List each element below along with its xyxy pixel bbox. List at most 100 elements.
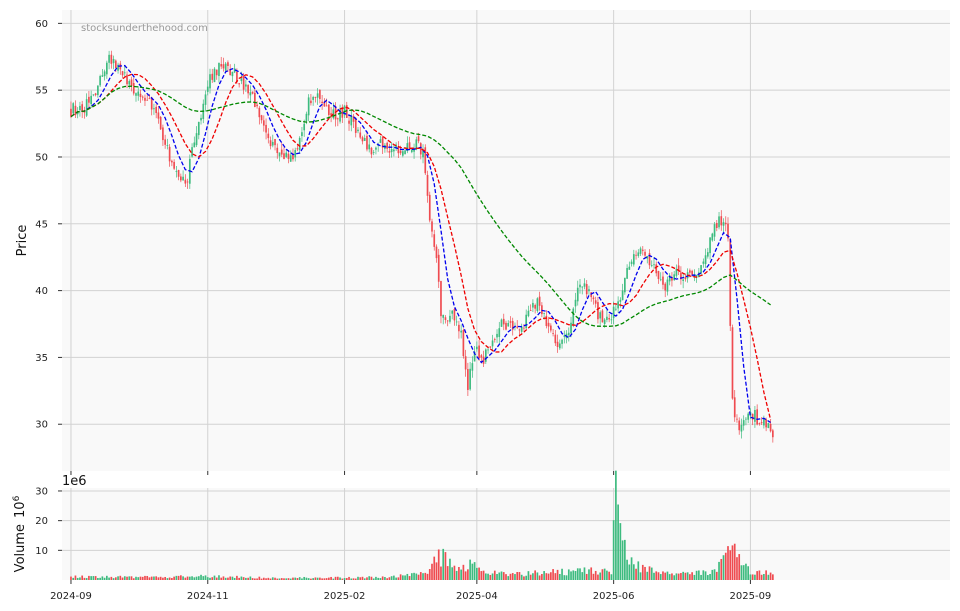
volume-bar [227, 577, 229, 580]
candle-body [99, 76, 101, 86]
volume-bar [191, 576, 193, 580]
candle-body [727, 223, 729, 239]
volume-bar [287, 578, 290, 580]
volume-bar [453, 565, 456, 580]
moving-average-line [70, 64, 771, 423]
candle-body [175, 171, 178, 172]
volume-bar [619, 523, 622, 580]
candle-body [751, 413, 754, 420]
candle-body [691, 270, 693, 275]
price-panel-background [62, 10, 950, 471]
volume-bar [632, 564, 635, 580]
candle-body [274, 139, 276, 146]
candle-body [709, 237, 711, 254]
candle-body [532, 302, 534, 308]
x-tick-label: 2024-11 [187, 591, 229, 602]
volume-bar [673, 575, 676, 580]
candle-body [541, 305, 543, 315]
volume-bar [664, 572, 667, 580]
candle-body [184, 179, 187, 184]
candle-body [502, 318, 505, 325]
candle-body [648, 253, 651, 266]
candle-body [550, 325, 552, 331]
volume-bar [155, 576, 158, 580]
candle-body [236, 71, 238, 83]
candle-body [671, 276, 673, 281]
candle-body [664, 283, 667, 291]
candle-body [561, 339, 563, 344]
price-axis-label: Price [15, 225, 30, 257]
price-y-tick-label: 50 [35, 152, 48, 163]
volume-bar [240, 576, 243, 580]
volume-bar [581, 572, 584, 580]
volume-panel-background [62, 488, 950, 580]
volume-bar [74, 575, 77, 580]
candle-body [79, 105, 81, 111]
volume-bar [424, 572, 427, 580]
volume-y-ticks: 10 20 30 [35, 486, 62, 557]
candle-body [639, 248, 642, 254]
volume-bar [88, 575, 90, 580]
volume-bar [106, 575, 108, 580]
volume-bar [597, 574, 599, 580]
candle-body [437, 254, 440, 282]
candle-body [224, 63, 227, 71]
volume-bar [576, 568, 579, 580]
volume-bar [689, 574, 691, 580]
volume-bar [686, 572, 689, 580]
candle-body [88, 96, 90, 103]
candle-body [574, 299, 577, 307]
volume-bar [301, 578, 303, 580]
candle-body [103, 71, 106, 77]
candle-body [74, 105, 77, 116]
candle-body [316, 93, 319, 98]
volume-bar [462, 564, 465, 580]
candle-body [476, 346, 478, 350]
candle-body [583, 283, 586, 287]
volume-bar [218, 575, 220, 580]
candle-body [711, 233, 714, 241]
volume-bar [413, 572, 415, 580]
volume-bar [157, 577, 160, 580]
volume-axis-label-text: Volume [13, 524, 28, 572]
volume-bar [554, 573, 557, 580]
volume-bar [547, 573, 550, 580]
candle-body [112, 58, 115, 64]
volume-bar [184, 577, 187, 580]
candle-body [312, 97, 314, 100]
volume-bar [556, 569, 559, 580]
candle-body [357, 129, 359, 132]
volume-bar [523, 576, 525, 580]
volume-bar [99, 577, 101, 580]
candle-body [754, 410, 756, 422]
candle-body [637, 252, 640, 256]
volume-bar [204, 575, 207, 580]
candle-body [684, 276, 687, 280]
candle-body [722, 222, 725, 226]
moving-average-line [70, 85, 771, 327]
volume-bar [691, 572, 693, 580]
price-y-tick-label: 55 [35, 86, 48, 97]
volume-bar [484, 573, 487, 580]
volume-bar [772, 574, 774, 580]
volume-bar [502, 572, 505, 580]
candle-body [538, 296, 541, 306]
candle-body [126, 74, 128, 85]
volume-bar [437, 549, 440, 580]
volume-bar [168, 577, 171, 580]
candle-body [570, 322, 572, 334]
candle-body [397, 146, 400, 154]
volume-bar [128, 576, 131, 580]
candle-body [718, 216, 720, 228]
volume-gridlines [62, 488, 950, 580]
price-y-tick-label: 30 [35, 420, 48, 431]
volume-bar [435, 562, 438, 580]
candle-body [704, 255, 707, 265]
candle-body [283, 153, 285, 159]
candle-body [496, 333, 498, 338]
candle-body [415, 139, 418, 150]
candle-body [745, 418, 747, 420]
candle-body [619, 299, 622, 302]
candle-body [563, 335, 566, 337]
volume-bar [455, 570, 458, 580]
